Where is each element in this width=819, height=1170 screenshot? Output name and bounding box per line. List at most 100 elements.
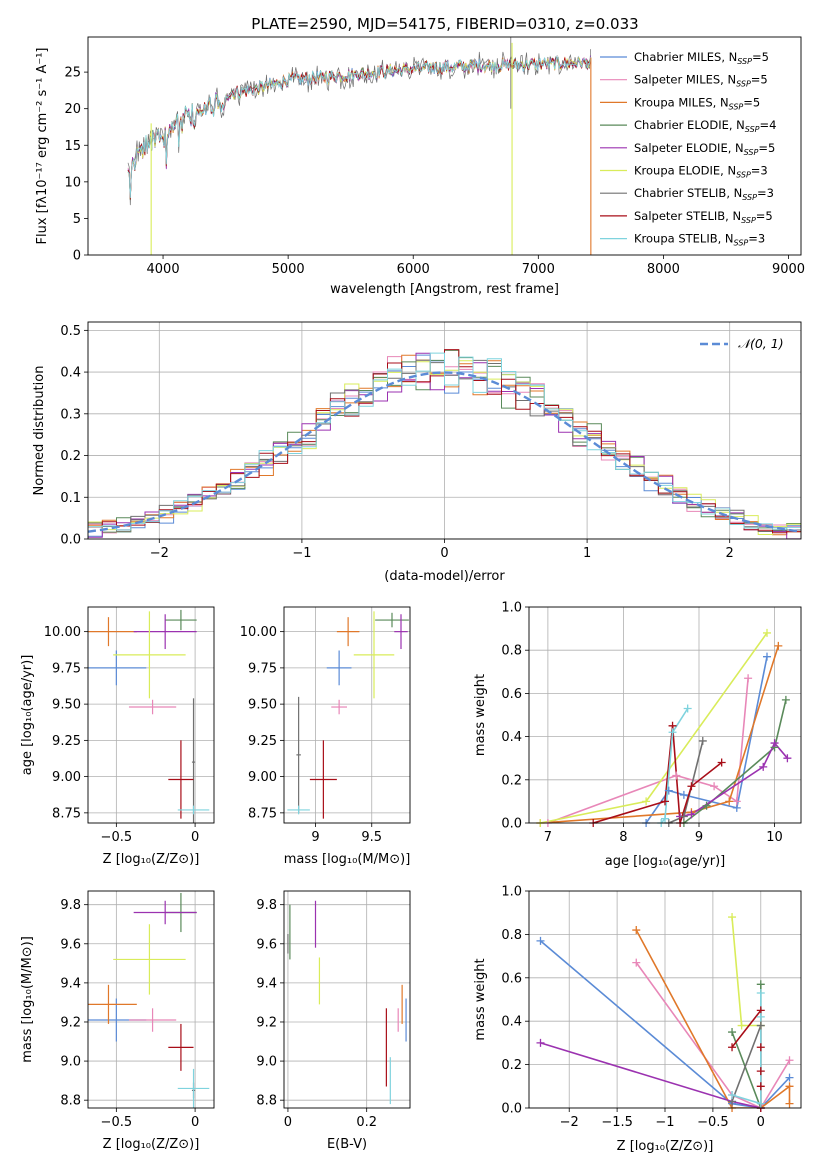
legend-label-sub: SSP: [737, 57, 752, 66]
y-tick-label: 9.4: [60, 976, 81, 991]
weight-marker: [668, 728, 677, 737]
legend-label: Kroupa MILES, NSSP=5: [634, 95, 760, 111]
plot-area-weight-Z: [529, 891, 801, 1108]
legend-label-suffix: =5: [751, 73, 768, 87]
panel-weight-Z: −2 −1.5 −1 −0.5 0 0.0 0.2 0.4 0.6 0.8 1.0 Z [log₁₀(…: [473, 885, 802, 1154]
weight-marker: [763, 628, 771, 637]
spectrum-line: [127, 49, 592, 206]
x-tick-label: 0: [191, 830, 199, 845]
plot-area-mass-Z: [88, 891, 214, 1108]
x-axis-label: age [log₁₀(age/yr)]: [605, 854, 726, 869]
plot-area-age-mass: [284, 607, 410, 823]
y-tick-label: 0.6: [501, 687, 522, 702]
axes-frame: [87, 606, 215, 824]
weight-marker: [661, 814, 669, 823]
x-tick-label: 0.2: [356, 1115, 377, 1130]
y-axis-label: age [log₁₀(age/yr)]: [20, 655, 35, 776]
x-tick-label: 8000: [647, 262, 680, 277]
weight-marker: [642, 797, 651, 806]
y-tick-label: 10.00: [44, 625, 81, 640]
y-axis-label: mass weight: [473, 958, 488, 1040]
y-tick-label: 1.0: [501, 601, 522, 616]
legend-label: Salpeter STELIB, NSSP=5: [634, 209, 773, 225]
y-tick-label: 0.0: [60, 533, 81, 548]
plot-area-age-Z: [88, 607, 214, 823]
legend-label-suffix: =3: [757, 186, 774, 200]
x-tick-label: 0: [284, 1115, 292, 1130]
x-tick-label: 8: [619, 830, 627, 845]
legend-label-sub: SSP: [729, 102, 744, 111]
weight-line: [660, 708, 689, 823]
weight-marker: [732, 797, 741, 806]
legend-label-suffix: =5: [752, 50, 769, 64]
y-tick-label: 0.0: [501, 1102, 522, 1117]
weight-marker: [785, 1082, 794, 1091]
legend-label-sub: SSP: [742, 193, 757, 202]
legend-label-text: Chabrier STELIB, N: [634, 186, 742, 200]
x-axis-label: mass [log₁₀(M/M⊙)]: [284, 852, 411, 867]
y-tick-label: 5: [73, 212, 81, 227]
panel-age-mass: 9 9.5 8.75 9.00 9.25 9.50 9.75 10.00 mass [log₁₀…: [240, 606, 411, 867]
y-tick-label: 20: [64, 102, 81, 117]
y-tick-label: 8.8: [256, 1094, 277, 1109]
weight-marker: [737, 1021, 746, 1030]
weight-marker: [664, 786, 673, 795]
legend-label: Chabrier STELIB, NSSP=3: [634, 186, 774, 202]
legend-label: Salpeter MILES, NSSP=5: [634, 73, 768, 89]
legend-label: Chabrier MILES, NSSP=5: [634, 50, 769, 66]
y-tick-label: 8.75: [52, 806, 81, 821]
weight-marker: [785, 1073, 794, 1082]
legend-label-text: Salpeter STELIB, N: [634, 209, 741, 223]
plot-area-residuals: [88, 322, 801, 539]
y-tick-label: 10: [64, 175, 81, 190]
weight-marker: [744, 674, 753, 683]
x-tick-label: 7000: [522, 262, 555, 277]
y-tick-label: 0.8: [501, 644, 522, 659]
legend-label: Salpeter ELODIE, NSSP=5: [634, 141, 775, 157]
x-tick-label: 4000: [147, 262, 180, 277]
weight-marker: [756, 1082, 765, 1091]
weight-marker: [687, 782, 696, 791]
x-tick-label: −0.5: [101, 1115, 133, 1130]
weight-marker: [756, 988, 765, 997]
y-tick-label: 0.6: [501, 971, 522, 986]
y-tick-label: 8.8: [60, 1094, 81, 1109]
panel-spectrum: 4000 5000 6000 7000 8000 9000 0 5 10 15 20 25 wavele…: [35, 36, 805, 297]
panel-mass-Z: −0.5 0 8.8 9.0 9.2 9.4 9.6 9.8 Z [log₁₀(Z/Z⊙)] ma…: [20, 890, 215, 1152]
x-tick-label: −2: [560, 1115, 579, 1130]
y-tick-label: 9.00: [52, 770, 81, 785]
y-axis-label: Flux [fλ10⁻¹⁷ erg cm⁻² s⁻¹ A⁻¹]: [35, 48, 50, 245]
legend-label-suffix: =3: [751, 164, 768, 178]
axes-frame: [283, 606, 411, 824]
x-tick-label: −1.5: [601, 1115, 633, 1130]
weight-marker: [632, 926, 641, 935]
x-axis-label: Z [log₁₀(Z/Z⊙)]: [617, 1139, 714, 1154]
legend-label-text: Salpeter ELODIE, N: [634, 141, 744, 155]
weight-marker: [785, 1056, 794, 1065]
x-tick-label: −1: [655, 1115, 674, 1130]
x-tick-label: 10: [766, 830, 783, 845]
y-tick-label: 9.25: [248, 734, 277, 749]
y-axis-label: Normed distribution: [32, 366, 47, 496]
weight-marker: [763, 652, 771, 661]
x-axis-label: E(B-V): [327, 1137, 367, 1152]
x-tick-label: 2: [726, 546, 734, 561]
panel-weight-age: 7 8 9 10 0.0 0.2 0.4 0.6 0.8 1.0 age [log₁₀(age/yr…: [473, 601, 802, 869]
weight-marker: [781, 695, 790, 704]
legend-label-text: Kroupa MILES, N: [634, 95, 729, 109]
axes-frame: [87, 36, 802, 256]
axes-frame: [283, 890, 411, 1109]
weight-marker: [756, 1043, 765, 1052]
weight-marker: [785, 1099, 794, 1108]
y-tick-label: 9.6: [60, 937, 81, 952]
y-tick-label: 9.25: [52, 734, 81, 749]
x-tick-label: −0.5: [101, 830, 133, 845]
x-tick-label: 9: [695, 830, 703, 845]
weight-marker: [632, 958, 641, 967]
legend-label-text: Chabrier MILES, N: [634, 50, 737, 64]
y-tick-label: 0.8: [501, 928, 522, 943]
panel-mass-EBV: 0 0.2 8.8 9.0 9.2 9.4 9.6 9.8 E(B-V): [256, 890, 411, 1152]
y-tick-label: 0: [73, 249, 81, 264]
legend-label-text: Kroupa STELIB, N: [634, 232, 734, 246]
y-tick-label: 0.4: [60, 366, 81, 381]
